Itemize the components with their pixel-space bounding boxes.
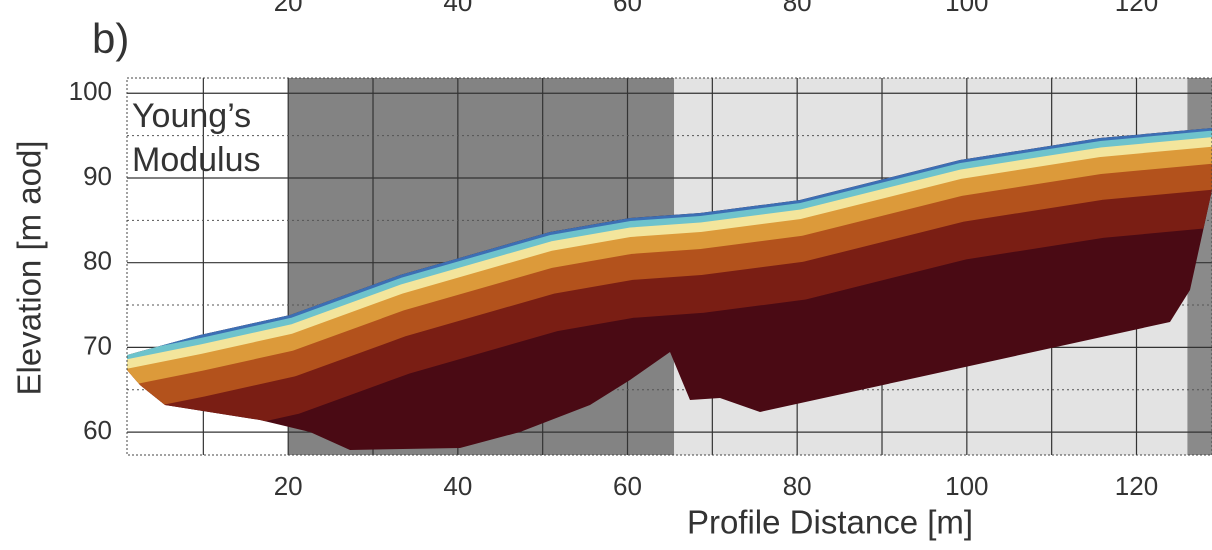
y-tick-label: 100 <box>69 76 112 106</box>
x-tick-label: 100 <box>945 471 988 501</box>
x-tick-label: 60 <box>613 471 642 501</box>
panel-label: b) <box>92 15 129 62</box>
plot-frame <box>126 77 1212 456</box>
y-axis-label: Elevation [m aod] <box>11 141 48 396</box>
x-tick-label-top: 60 <box>613 0 642 17</box>
x-tick-label-top: 100 <box>945 0 988 17</box>
x-tick-label-top: 20 <box>274 0 303 17</box>
x-tick-label: 80 <box>783 471 812 501</box>
annotation: Modulus <box>132 141 261 179</box>
y-tick-label: 80 <box>83 246 112 276</box>
x-tick-label: 20 <box>274 471 303 501</box>
annotation: Young’s <box>132 97 251 135</box>
x-tick-label-top: 120 <box>1115 0 1158 17</box>
x-tick-label-top: 80 <box>783 0 812 17</box>
x-tick-label: 120 <box>1115 471 1158 501</box>
y-tick-label: 60 <box>83 415 112 445</box>
y-tick-label: 90 <box>83 161 112 191</box>
y-tick-label: 70 <box>83 330 112 360</box>
x-axis-label: Profile Distance [m] <box>687 504 973 541</box>
x-tick-label: 40 <box>443 471 472 501</box>
x-tick-label-top: 40 <box>443 0 472 17</box>
